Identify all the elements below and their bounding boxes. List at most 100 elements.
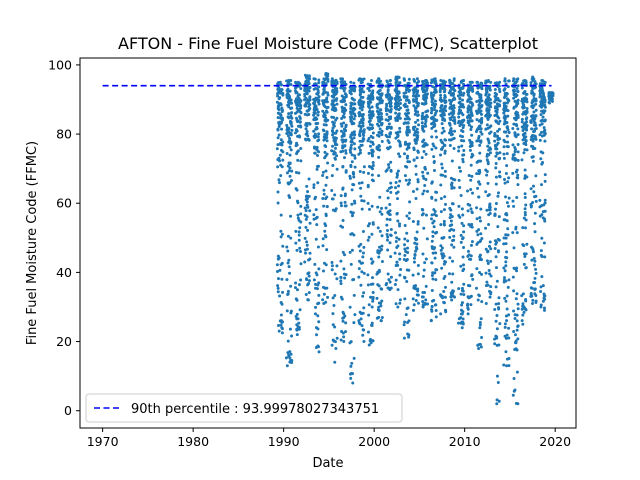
data-point bbox=[369, 257, 373, 261]
data-point bbox=[516, 183, 520, 187]
data-point bbox=[424, 213, 428, 217]
data-point bbox=[289, 179, 293, 183]
data-point bbox=[278, 294, 282, 298]
data-point bbox=[387, 166, 391, 170]
data-point bbox=[415, 127, 419, 131]
data-point bbox=[475, 160, 479, 164]
data-point bbox=[423, 96, 427, 100]
data-point bbox=[377, 268, 381, 272]
data-point bbox=[344, 103, 348, 107]
data-point bbox=[297, 218, 301, 222]
data-point bbox=[543, 179, 547, 183]
data-point bbox=[493, 81, 497, 85]
data-point bbox=[411, 297, 415, 301]
data-point bbox=[430, 289, 434, 293]
data-point bbox=[316, 345, 320, 349]
data-point bbox=[494, 255, 498, 259]
data-point bbox=[368, 144, 372, 148]
data-point bbox=[339, 122, 343, 126]
data-point bbox=[295, 298, 299, 302]
data-point bbox=[412, 77, 416, 81]
data-point bbox=[470, 113, 474, 117]
data-point bbox=[468, 138, 472, 142]
data-point bbox=[478, 270, 482, 274]
data-point bbox=[389, 190, 393, 194]
data-point bbox=[487, 93, 491, 97]
data-point bbox=[531, 113, 535, 117]
data-point bbox=[280, 232, 284, 236]
data-point bbox=[505, 152, 509, 156]
data-point bbox=[278, 153, 282, 157]
data-point bbox=[530, 144, 534, 148]
data-point bbox=[314, 208, 318, 212]
data-point bbox=[505, 134, 509, 138]
data-point bbox=[350, 361, 354, 365]
data-point bbox=[505, 333, 509, 337]
data-point bbox=[469, 87, 473, 91]
data-point bbox=[288, 161, 292, 165]
data-point bbox=[423, 94, 427, 98]
data-point bbox=[297, 93, 301, 97]
data-point bbox=[398, 101, 402, 105]
data-point bbox=[362, 170, 366, 174]
data-point bbox=[416, 264, 420, 268]
data-point bbox=[488, 203, 492, 207]
data-point bbox=[405, 214, 409, 218]
data-point bbox=[466, 110, 470, 114]
data-point bbox=[387, 163, 391, 167]
data-point bbox=[378, 127, 382, 131]
data-point bbox=[539, 119, 543, 123]
data-point bbox=[342, 121, 346, 125]
data-point bbox=[531, 117, 535, 121]
data-point bbox=[494, 166, 498, 170]
data-point bbox=[295, 333, 299, 337]
data-point bbox=[316, 245, 320, 249]
data-point bbox=[289, 121, 293, 125]
data-point bbox=[313, 109, 317, 113]
data-point bbox=[530, 258, 534, 262]
data-point bbox=[343, 192, 347, 196]
data-point bbox=[457, 86, 461, 90]
data-point bbox=[421, 79, 425, 83]
data-point bbox=[548, 91, 551, 95]
data-point bbox=[488, 114, 492, 118]
data-point bbox=[322, 188, 326, 192]
data-point bbox=[534, 108, 538, 112]
data-point bbox=[371, 126, 375, 130]
data-point bbox=[386, 248, 390, 252]
data-point bbox=[431, 234, 435, 238]
data-point bbox=[420, 213, 424, 217]
data-point bbox=[288, 89, 292, 93]
data-point bbox=[361, 95, 365, 99]
data-point bbox=[406, 160, 410, 164]
data-point bbox=[397, 184, 401, 188]
data-point bbox=[353, 313, 357, 317]
data-point bbox=[523, 213, 527, 217]
data-point bbox=[344, 108, 348, 112]
data-point bbox=[477, 343, 481, 347]
data-point bbox=[352, 356, 356, 360]
data-point bbox=[460, 301, 464, 305]
data-point bbox=[350, 372, 354, 376]
data-point bbox=[525, 242, 529, 246]
data-point bbox=[470, 210, 474, 214]
data-point bbox=[304, 292, 308, 296]
data-point bbox=[380, 316, 384, 320]
data-point bbox=[476, 298, 480, 302]
data-point bbox=[334, 131, 338, 135]
data-point bbox=[287, 265, 291, 269]
data-point bbox=[396, 219, 400, 223]
data-point bbox=[541, 160, 545, 164]
data-point bbox=[276, 116, 280, 120]
data-point bbox=[286, 351, 290, 355]
data-point bbox=[315, 117, 319, 121]
data-point bbox=[468, 97, 472, 101]
data-point bbox=[294, 80, 298, 84]
data-point bbox=[495, 108, 499, 112]
data-point bbox=[359, 186, 363, 190]
data-point bbox=[322, 292, 326, 296]
data-point bbox=[477, 103, 481, 107]
data-point bbox=[352, 81, 356, 85]
data-point bbox=[480, 272, 484, 276]
data-point bbox=[417, 79, 421, 83]
